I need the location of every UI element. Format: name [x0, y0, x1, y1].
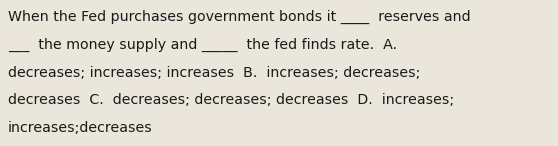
- Text: increases;decreases: increases;decreases: [8, 121, 152, 135]
- Text: When the Fed purchases government bonds it ____  reserves and: When the Fed purchases government bonds …: [8, 10, 470, 24]
- Text: ___  the money supply and _____  the fed finds rate.  A.: ___ the money supply and _____ the fed f…: [8, 38, 397, 52]
- Text: decreases  C.  decreases; decreases; decreases  D.  increases;: decreases C. decreases; decreases; decre…: [8, 93, 454, 107]
- Text: decreases; increases; increases  B.  increases; decreases;: decreases; increases; increases B. incre…: [8, 66, 420, 80]
